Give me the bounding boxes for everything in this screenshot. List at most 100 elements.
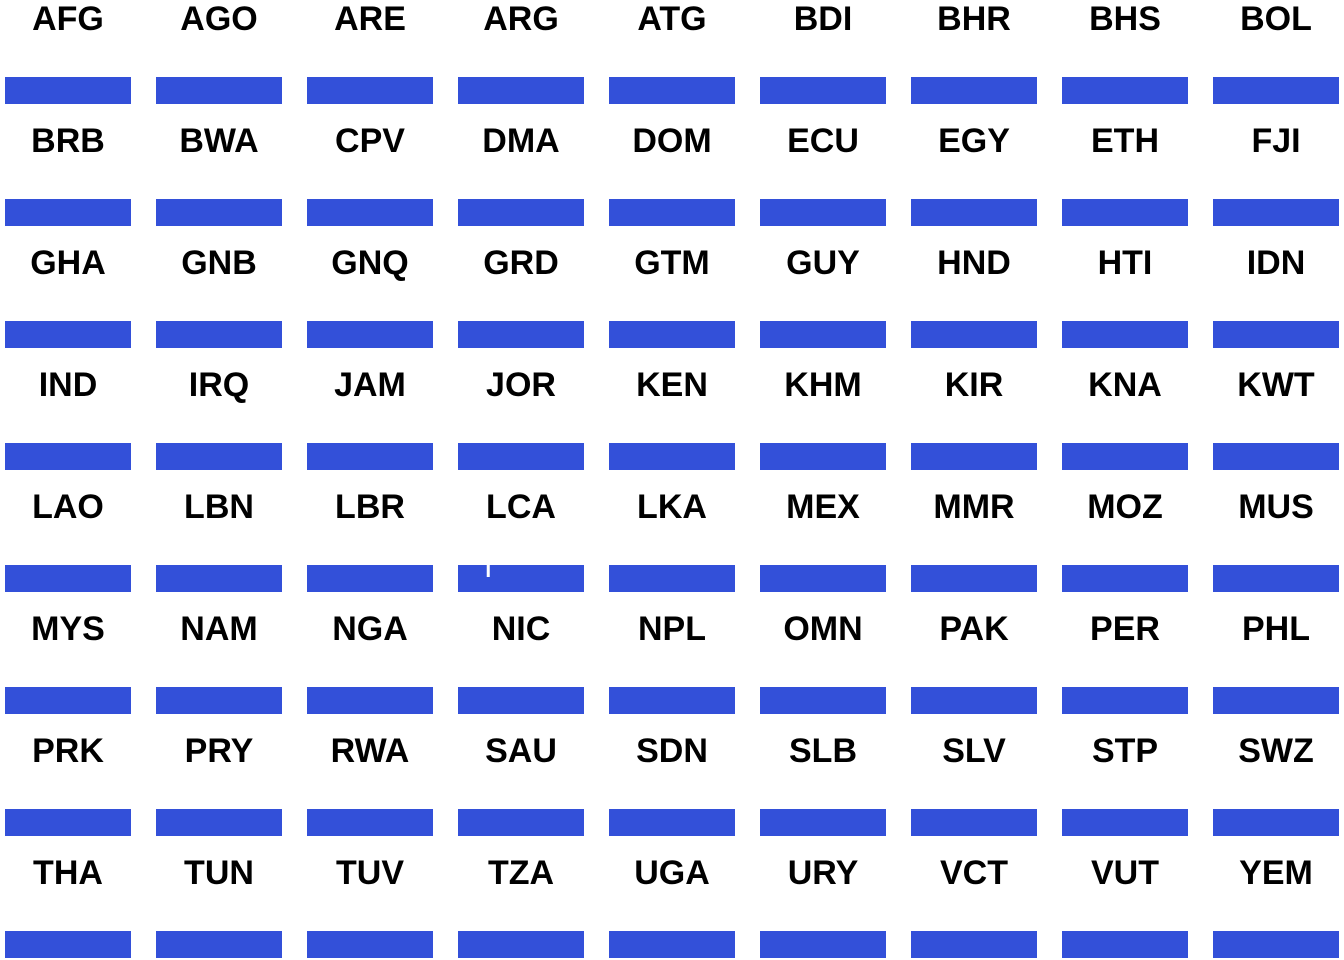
panel-label: AGO [180,0,257,38]
panel-label: MEX [786,488,860,526]
bar [1062,321,1188,348]
panel-lao: LAO [5,488,131,592]
panel-label: PER [1090,610,1160,648]
panel-atg: ATG [609,0,735,104]
panel-label: PRK [32,732,104,770]
panel-label: BDI [794,0,853,38]
bar [609,77,735,104]
bar [458,809,584,836]
panel-dom: DOM [609,122,735,226]
bar [609,321,735,348]
bar [156,443,282,470]
panel-ind: IND [5,366,131,470]
bar [5,77,131,104]
panel-label: LBR [335,488,405,526]
panel-jam: JAM [307,366,433,470]
panel-label: NGA [332,610,408,648]
panel-kir: KIR [911,366,1037,470]
panel-vct: VCT [911,854,1037,958]
bar [156,687,282,714]
panel-tza: TZA [458,854,584,958]
bar [156,199,282,226]
bar [1062,199,1188,226]
panel-label: MUS [1238,488,1314,526]
panel-nic: NIC [458,610,584,714]
panel-label: FJI [1251,122,1300,160]
bar [760,443,886,470]
bar [760,199,886,226]
panel-label: STP [1092,732,1158,770]
panel-label: LKA [637,488,707,526]
bar [1062,809,1188,836]
bar [911,809,1037,836]
panel-label: CPV [335,122,405,160]
bar [458,687,584,714]
panel-bhr: BHR [911,0,1037,104]
panel-label: SAU [485,732,557,770]
panel-guy: GUY [760,244,886,348]
panel-fji: FJI [1213,122,1339,226]
bar [911,443,1037,470]
bar [1213,321,1339,348]
panel-label: PAK [939,610,1009,648]
panel-label: HND [937,244,1011,282]
bar [156,565,282,592]
panel-label: URY [788,854,859,892]
panel-label: RWA [331,732,410,770]
bar [911,565,1037,592]
bar [911,687,1037,714]
panel-prk: PRK [5,732,131,836]
panel-stp: STP [1062,732,1188,836]
panel-label: UGA [634,854,710,892]
panel-gtm: GTM [609,244,735,348]
panel-egy: EGY [911,122,1037,226]
panel-lka: LKA [609,488,735,592]
panel-bwa: BWA [156,122,282,226]
panel-label: IRQ [189,366,249,404]
bar [458,321,584,348]
panel-dma: DMA [458,122,584,226]
panel-tha: THA [5,854,131,958]
panel-label: LAO [32,488,104,526]
panel-mex: MEX [760,488,886,592]
bar [5,931,131,958]
panel-label: NPL [638,610,706,648]
panel-brb: BRB [5,122,131,226]
bar [1062,77,1188,104]
panel-label: GNB [181,244,257,282]
panel-label: TUN [184,854,254,892]
panel-label: GHA [30,244,106,282]
panel-label: ARG [483,0,559,38]
panel-kna: KNA [1062,366,1188,470]
bar [1213,199,1339,226]
panel-label: HTI [1098,244,1153,282]
panel-cpv: CPV [307,122,433,226]
bar [760,687,886,714]
panel-sau: SAU [458,732,584,836]
panel-label: SDN [636,732,708,770]
bar [1062,687,1188,714]
panel-idn: IDN [1213,244,1339,348]
panel-mmr: MMR [911,488,1037,592]
panel-per: PER [1062,610,1188,714]
panel-lca: LCA [458,488,584,592]
panel-tuv: TUV [307,854,433,958]
panel-label: VUT [1091,854,1159,892]
panel-ury: URY [760,854,886,958]
bar [760,931,886,958]
panel-lbn: LBN [156,488,282,592]
panel-swz: SWZ [1213,732,1339,836]
panel-label: VCT [940,854,1008,892]
panel-label: LBN [184,488,254,526]
panel-label: BWA [179,122,258,160]
bar [458,565,584,592]
panel-label: GUY [786,244,860,282]
panel-slv: SLV [911,732,1037,836]
panel-label: KIR [945,366,1004,404]
panel-label: PHL [1242,610,1310,648]
panel-label: PRY [185,732,254,770]
panel-gha: GHA [5,244,131,348]
bar [156,77,282,104]
bar [458,199,584,226]
bar [1062,931,1188,958]
